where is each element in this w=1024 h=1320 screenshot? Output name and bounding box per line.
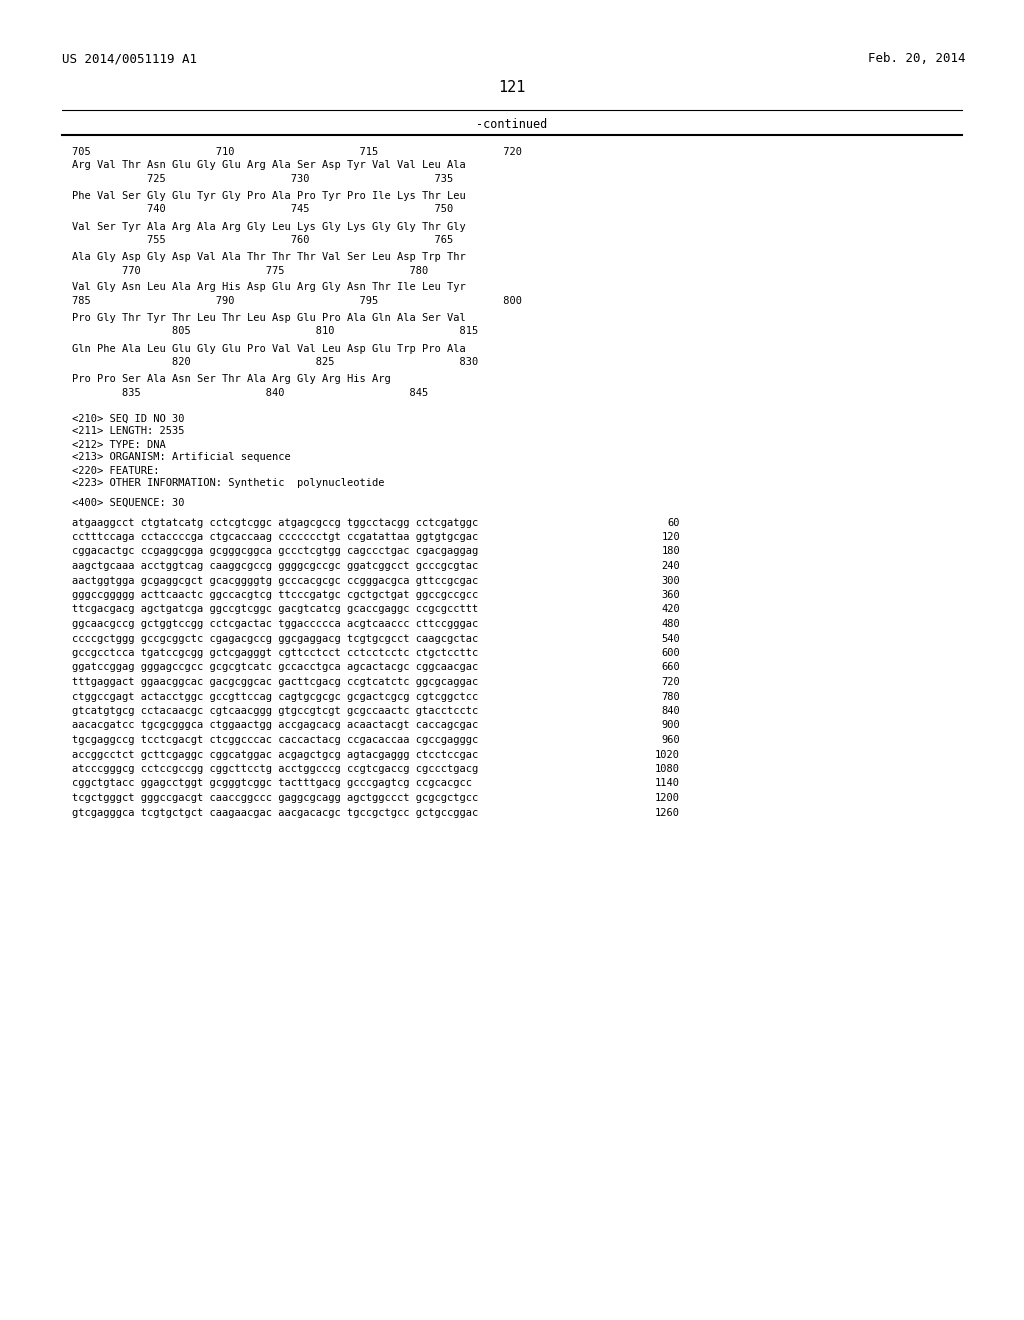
Text: gggccggggg acttcaactc ggccacgtcg ttcccgatgc cgctgctgat ggccgccgcc: gggccggggg acttcaactc ggccacgtcg ttcccga… xyxy=(72,590,478,601)
Text: 180: 180 xyxy=(662,546,680,557)
Text: Ala Gly Asp Gly Asp Val Ala Thr Thr Thr Val Ser Leu Asp Trp Thr: Ala Gly Asp Gly Asp Val Ala Thr Thr Thr … xyxy=(72,252,466,261)
Text: Feb. 20, 2014: Feb. 20, 2014 xyxy=(867,51,965,65)
Text: Phe Val Ser Gly Glu Tyr Gly Pro Ala Pro Tyr Pro Ile Lys Thr Leu: Phe Val Ser Gly Glu Tyr Gly Pro Ala Pro … xyxy=(72,191,466,201)
Text: cggacactgc ccgaggcgga gcgggcggca gccctcgtgg cagccctgac cgacgaggag: cggacactgc ccgaggcgga gcgggcggca gccctcg… xyxy=(72,546,478,557)
Text: 600: 600 xyxy=(662,648,680,657)
Text: <400> SEQUENCE: 30: <400> SEQUENCE: 30 xyxy=(72,498,184,508)
Text: 900: 900 xyxy=(662,721,680,730)
Text: -continued: -continued xyxy=(476,117,548,131)
Text: <220> FEATURE:: <220> FEATURE: xyxy=(72,466,160,475)
Text: tgcgaggccg tcctcgacgt ctcggcccac caccactacg ccgacaccaa cgccgagggc: tgcgaggccg tcctcgacgt ctcggcccac caccact… xyxy=(72,735,478,744)
Text: 785                    790                    795                    800: 785 790 795 800 xyxy=(72,296,522,306)
Text: aagctgcaaa acctggtcag caaggcgccg ggggcgccgc ggatcggcct gcccgcgtac: aagctgcaaa acctggtcag caaggcgccg ggggcgc… xyxy=(72,561,478,572)
Text: 480: 480 xyxy=(662,619,680,630)
Text: 660: 660 xyxy=(662,663,680,672)
Text: Val Gly Asn Leu Ala Arg His Asp Glu Arg Gly Asn Thr Ile Leu Tyr: Val Gly Asn Leu Ala Arg His Asp Glu Arg … xyxy=(72,282,466,293)
Text: Pro Gly Thr Tyr Thr Leu Thr Leu Asp Glu Pro Ala Gln Ala Ser Val: Pro Gly Thr Tyr Thr Leu Thr Leu Asp Glu … xyxy=(72,313,466,323)
Text: gtcgagggca tcgtgctgct caagaacgac aacgacacgc tgccgctgcc gctgccggac: gtcgagggca tcgtgctgct caagaacgac aacgaca… xyxy=(72,808,478,817)
Text: gccgcctcca tgatccgcgg gctcgagggt cgttcctcct cctcctcctc ctgctccttc: gccgcctcca tgatccgcgg gctcgagggt cgttcct… xyxy=(72,648,478,657)
Text: gtcatgtgcg cctacaacgc cgtcaacggg gtgccgtcgt gcgccaactc gtacctcctc: gtcatgtgcg cctacaacgc cgtcaacggg gtgccgt… xyxy=(72,706,478,715)
Text: tcgctgggct gggccgacgt caaccggccc gaggcgcagg agctggccct gcgcgctgcc: tcgctgggct gggccgacgt caaccggccc gaggcgc… xyxy=(72,793,478,803)
Text: ttcgacgacg agctgatcga ggccgtcggc gacgtcatcg gcaccgaggc ccgcgccttt: ttcgacgacg agctgatcga ggccgtcggc gacgtca… xyxy=(72,605,478,615)
Text: 360: 360 xyxy=(662,590,680,601)
Text: 540: 540 xyxy=(662,634,680,644)
Text: <213> ORGANISM: Artificial sequence: <213> ORGANISM: Artificial sequence xyxy=(72,453,291,462)
Text: US 2014/0051119 A1: US 2014/0051119 A1 xyxy=(62,51,197,65)
Text: <223> OTHER INFORMATION: Synthetic  polynucleotide: <223> OTHER INFORMATION: Synthetic polyn… xyxy=(72,479,384,488)
Text: ccccgctggg gccgcggctc cgagacgccg ggcgaggacg tcgtgcgcct caagcgctac: ccccgctggg gccgcggctc cgagacgccg ggcgagg… xyxy=(72,634,478,644)
Text: 835                    840                    845: 835 840 845 xyxy=(72,388,428,397)
Text: ggcaacgccg gctggtccgg cctcgactac tggaccccca acgtcaaccc cttccgggac: ggcaacgccg gctggtccgg cctcgactac tggaccc… xyxy=(72,619,478,630)
Text: aacacgatcc tgcgcgggca ctggaactgg accgagcacg acaactacgt caccagcgac: aacacgatcc tgcgcgggca ctggaactgg accgagc… xyxy=(72,721,478,730)
Text: 420: 420 xyxy=(662,605,680,615)
Text: ctggccgagt actacctggc gccgttccag cagtgcgcgc gcgactcgcg cgtcggctcc: ctggccgagt actacctggc gccgttccag cagtgcg… xyxy=(72,692,478,701)
Text: 770                    775                    780: 770 775 780 xyxy=(72,265,428,276)
Text: Pro Pro Ser Ala Asn Ser Thr Ala Arg Gly Arg His Arg: Pro Pro Ser Ala Asn Ser Thr Ala Arg Gly … xyxy=(72,374,391,384)
Text: aactggtgga gcgaggcgct gcacggggtg gcccacgcgc ccgggacgca gttccgcgac: aactggtgga gcgaggcgct gcacggggtg gcccacg… xyxy=(72,576,478,586)
Text: 1080: 1080 xyxy=(655,764,680,774)
Text: 780: 780 xyxy=(662,692,680,701)
Text: 240: 240 xyxy=(662,561,680,572)
Text: 1200: 1200 xyxy=(655,793,680,803)
Text: 740                    745                    750: 740 745 750 xyxy=(72,205,454,214)
Text: <212> TYPE: DNA: <212> TYPE: DNA xyxy=(72,440,166,450)
Text: 805                    810                    815: 805 810 815 xyxy=(72,326,478,337)
Text: ggatccggag gggagccgcc gcgcgtcatc gccacctgca agcactacgc cggcaacgac: ggatccggag gggagccgcc gcgcgtcatc gccacct… xyxy=(72,663,478,672)
Text: 121: 121 xyxy=(499,81,525,95)
Text: Val Ser Tyr Ala Arg Ala Arg Gly Leu Lys Gly Lys Gly Gly Thr Gly: Val Ser Tyr Ala Arg Ala Arg Gly Leu Lys … xyxy=(72,222,466,231)
Text: 1020: 1020 xyxy=(655,750,680,759)
Text: atcccgggcg cctccgccgg cggcttcctg acctggcccg ccgtcgaccg cgccctgacg: atcccgggcg cctccgccgg cggcttcctg acctggc… xyxy=(72,764,478,774)
Text: 960: 960 xyxy=(662,735,680,744)
Text: 725                    730                    735: 725 730 735 xyxy=(72,174,454,183)
Text: 1140: 1140 xyxy=(655,779,680,788)
Text: <210> SEQ ID NO 30: <210> SEQ ID NO 30 xyxy=(72,413,184,424)
Text: tttgaggact ggaacggcac gacgcggcac gacttcgacg ccgtcatctc ggcgcaggac: tttgaggact ggaacggcac gacgcggcac gacttcg… xyxy=(72,677,478,686)
Text: Arg Val Thr Asn Glu Gly Glu Arg Ala Ser Asp Tyr Val Val Leu Ala: Arg Val Thr Asn Glu Gly Glu Arg Ala Ser … xyxy=(72,161,466,170)
Text: 840: 840 xyxy=(662,706,680,715)
Text: 1260: 1260 xyxy=(655,808,680,817)
Text: 60: 60 xyxy=(668,517,680,528)
Text: accggcctct gcttcgaggc cggcatggac acgagctgcg agtacgaggg ctcctccgac: accggcctct gcttcgaggc cggcatggac acgagct… xyxy=(72,750,478,759)
Text: <211> LENGTH: 2535: <211> LENGTH: 2535 xyxy=(72,426,184,437)
Text: Gln Phe Ala Leu Glu Gly Glu Pro Val Val Leu Asp Glu Trp Pro Ala: Gln Phe Ala Leu Glu Gly Glu Pro Val Val … xyxy=(72,343,466,354)
Text: 705                    710                    715                    720: 705 710 715 720 xyxy=(72,147,522,157)
Text: 720: 720 xyxy=(662,677,680,686)
Text: cggctgtacc ggagcctggt gcgggtcggc tactttgacg gcccgagtcg ccgcacgcc: cggctgtacc ggagcctggt gcgggtcggc tactttg… xyxy=(72,779,472,788)
Text: 820                    825                    830: 820 825 830 xyxy=(72,356,478,367)
Text: cctttccaga cctaccccga ctgcaccaag ccccccctgt ccgatattaa ggtgtgcgac: cctttccaga cctaccccga ctgcaccaag ccccccc… xyxy=(72,532,478,543)
Text: 120: 120 xyxy=(662,532,680,543)
Text: 300: 300 xyxy=(662,576,680,586)
Text: 755                    760                    765: 755 760 765 xyxy=(72,235,454,246)
Text: atgaaggcct ctgtatcatg cctcgtcggc atgagcgccg tggcctacgg cctcgatggc: atgaaggcct ctgtatcatg cctcgtcggc atgagcg… xyxy=(72,517,478,528)
